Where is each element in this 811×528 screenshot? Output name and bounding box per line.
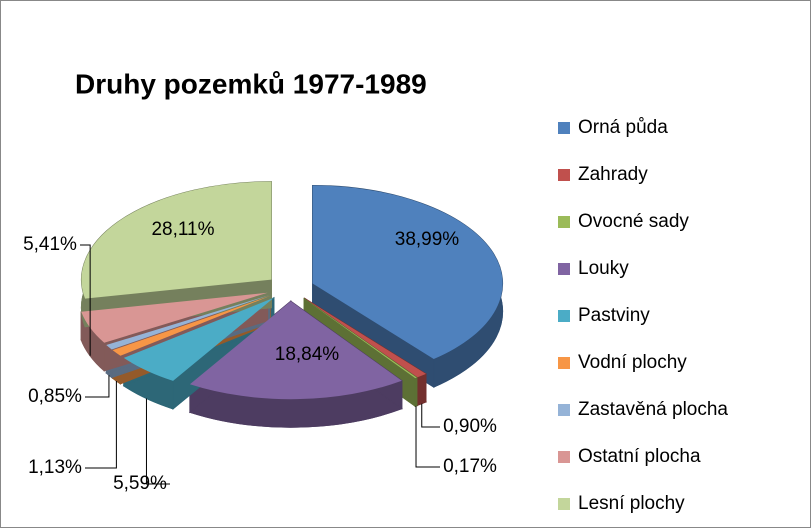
legend-swatch (558, 216, 570, 228)
legend-label: Zastavěná plocha (578, 399, 728, 420)
legend-swatch (558, 263, 570, 275)
leader-line (421, 403, 440, 428)
data-label: 38,99% (395, 229, 460, 250)
slice (81, 181, 272, 299)
legend-label: Ovocné sady (578, 211, 689, 232)
data-label: 5,41% (23, 234, 77, 255)
legend-swatch (558, 169, 570, 181)
slice (304, 298, 426, 378)
legend-swatch (558, 404, 570, 416)
slice (123, 297, 274, 381)
leader-line (145, 398, 170, 485)
slice (189, 301, 402, 400)
data-label: 0,17% (443, 456, 497, 477)
legend-swatch (558, 498, 570, 510)
legend-swatch (558, 122, 570, 134)
leader-line (85, 375, 110, 398)
slice (304, 298, 417, 379)
legend-label: Orná půda (578, 117, 668, 138)
slice (106, 295, 270, 350)
leader-line (80, 244, 91, 356)
data-label: 18,84% (275, 344, 340, 365)
slice (312, 185, 503, 360)
legend-label: Zahrady (578, 164, 648, 185)
data-label: 0,85% (28, 386, 82, 407)
slice (112, 295, 271, 356)
legend-swatch (558, 310, 570, 322)
legend-swatch (558, 357, 570, 369)
chart-title: Druhy pozemků 1977-1989 (75, 68, 427, 99)
legend-label: Pastviny (578, 305, 650, 326)
data-label: 1,13% (28, 457, 82, 478)
data-label: 0,90% (443, 416, 497, 437)
legend-label: Ostatní plocha (578, 446, 701, 467)
legend-label: Vodní plochy (578, 352, 687, 373)
slice (81, 292, 268, 343)
data-label: 28,11% (151, 219, 214, 240)
leader-line (85, 381, 117, 469)
data-label: 5,59% (113, 473, 167, 494)
legend-swatch (558, 451, 570, 463)
legend-label: Lesní plochy (578, 493, 685, 514)
legend-label: Louky (578, 258, 629, 279)
leader-line (415, 405, 440, 468)
